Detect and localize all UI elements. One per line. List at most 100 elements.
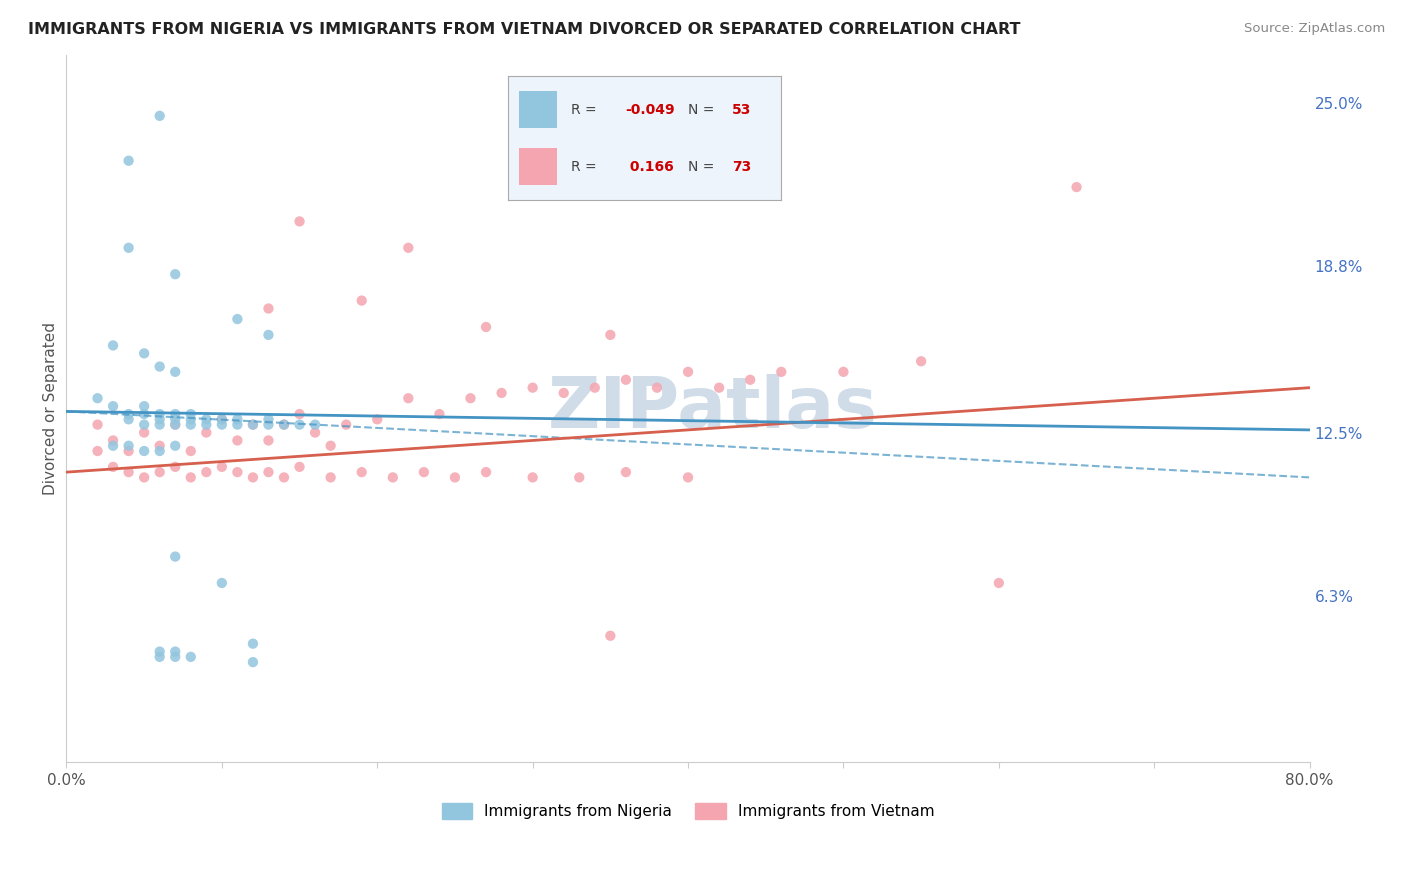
Point — [1066, 180, 1088, 194]
Point — [180, 407, 202, 421]
Point — [226, 417, 249, 432]
Point — [707, 381, 730, 395]
Point — [257, 327, 280, 342]
Point — [288, 407, 311, 421]
Point — [149, 109, 172, 123]
Point — [101, 459, 124, 474]
Text: IMMIGRANTS FROM NIGERIA VS IMMIGRANTS FROM VIETNAM DIVORCED OR SEPARATED CORRELA: IMMIGRANTS FROM NIGERIA VS IMMIGRANTS FR… — [28, 22, 1021, 37]
Legend: Immigrants from Nigeria, Immigrants from Vietnam: Immigrants from Nigeria, Immigrants from… — [436, 797, 941, 825]
Point — [149, 359, 172, 374]
Point — [226, 434, 249, 448]
Point — [101, 399, 124, 413]
Point — [149, 407, 172, 421]
Point — [460, 391, 482, 405]
Point — [645, 381, 668, 395]
Point — [257, 412, 280, 426]
Point — [195, 412, 218, 426]
Point — [86, 417, 108, 432]
Point — [475, 320, 498, 334]
Point — [740, 373, 762, 387]
Point — [304, 417, 326, 432]
Point — [165, 417, 187, 432]
Point — [165, 439, 187, 453]
Point — [149, 444, 172, 458]
Point — [350, 293, 373, 308]
Point — [149, 465, 172, 479]
Point — [242, 417, 264, 432]
Point — [614, 465, 637, 479]
Point — [180, 412, 202, 426]
Point — [412, 465, 434, 479]
Point — [475, 465, 498, 479]
Point — [226, 465, 249, 479]
Point — [101, 338, 124, 352]
Point — [226, 412, 249, 426]
Point — [257, 434, 280, 448]
Point — [288, 417, 311, 432]
Point — [180, 417, 202, 432]
Point — [491, 386, 513, 401]
Point — [211, 459, 233, 474]
Point — [226, 312, 249, 326]
Point — [583, 381, 606, 395]
Point — [319, 439, 342, 453]
Point — [568, 470, 591, 484]
Point — [86, 444, 108, 458]
Point — [614, 373, 637, 387]
Point — [242, 417, 264, 432]
Point — [257, 301, 280, 316]
Point — [86, 391, 108, 405]
Point — [273, 417, 295, 432]
Point — [273, 470, 295, 484]
Point — [165, 365, 187, 379]
Point — [522, 470, 544, 484]
Text: ZIPatlas: ZIPatlas — [548, 375, 877, 443]
Point — [165, 649, 187, 664]
Point — [195, 425, 218, 440]
Point — [195, 465, 218, 479]
Point — [101, 439, 124, 453]
Point — [149, 644, 172, 658]
Point — [117, 407, 139, 421]
Point — [429, 407, 451, 421]
Point — [770, 365, 793, 379]
Point — [396, 391, 419, 405]
Point — [522, 381, 544, 395]
Point — [599, 327, 621, 342]
Point — [288, 214, 311, 228]
Point — [304, 425, 326, 440]
Point — [165, 412, 187, 426]
Point — [832, 365, 855, 379]
Point — [165, 549, 187, 564]
Point — [117, 153, 139, 168]
Y-axis label: Divorced or Separated: Divorced or Separated — [44, 322, 58, 495]
Text: Source: ZipAtlas.com: Source: ZipAtlas.com — [1244, 22, 1385, 36]
Point — [149, 412, 172, 426]
Point — [117, 241, 139, 255]
Point — [211, 412, 233, 426]
Point — [242, 637, 264, 651]
Point — [257, 465, 280, 479]
Point — [910, 354, 932, 368]
Point — [211, 412, 233, 426]
Point — [117, 465, 139, 479]
Point — [101, 434, 124, 448]
Point — [134, 470, 156, 484]
Point — [134, 444, 156, 458]
Point — [335, 417, 357, 432]
Point — [165, 644, 187, 658]
Point — [242, 470, 264, 484]
Point — [195, 417, 218, 432]
Point — [366, 412, 388, 426]
Point — [444, 470, 467, 484]
Point — [599, 629, 621, 643]
Point — [134, 425, 156, 440]
Point — [676, 470, 699, 484]
Point — [396, 241, 419, 255]
Point — [242, 655, 264, 669]
Point — [134, 407, 156, 421]
Point — [676, 365, 699, 379]
Point — [134, 346, 156, 360]
Point — [553, 386, 575, 401]
Point — [149, 417, 172, 432]
